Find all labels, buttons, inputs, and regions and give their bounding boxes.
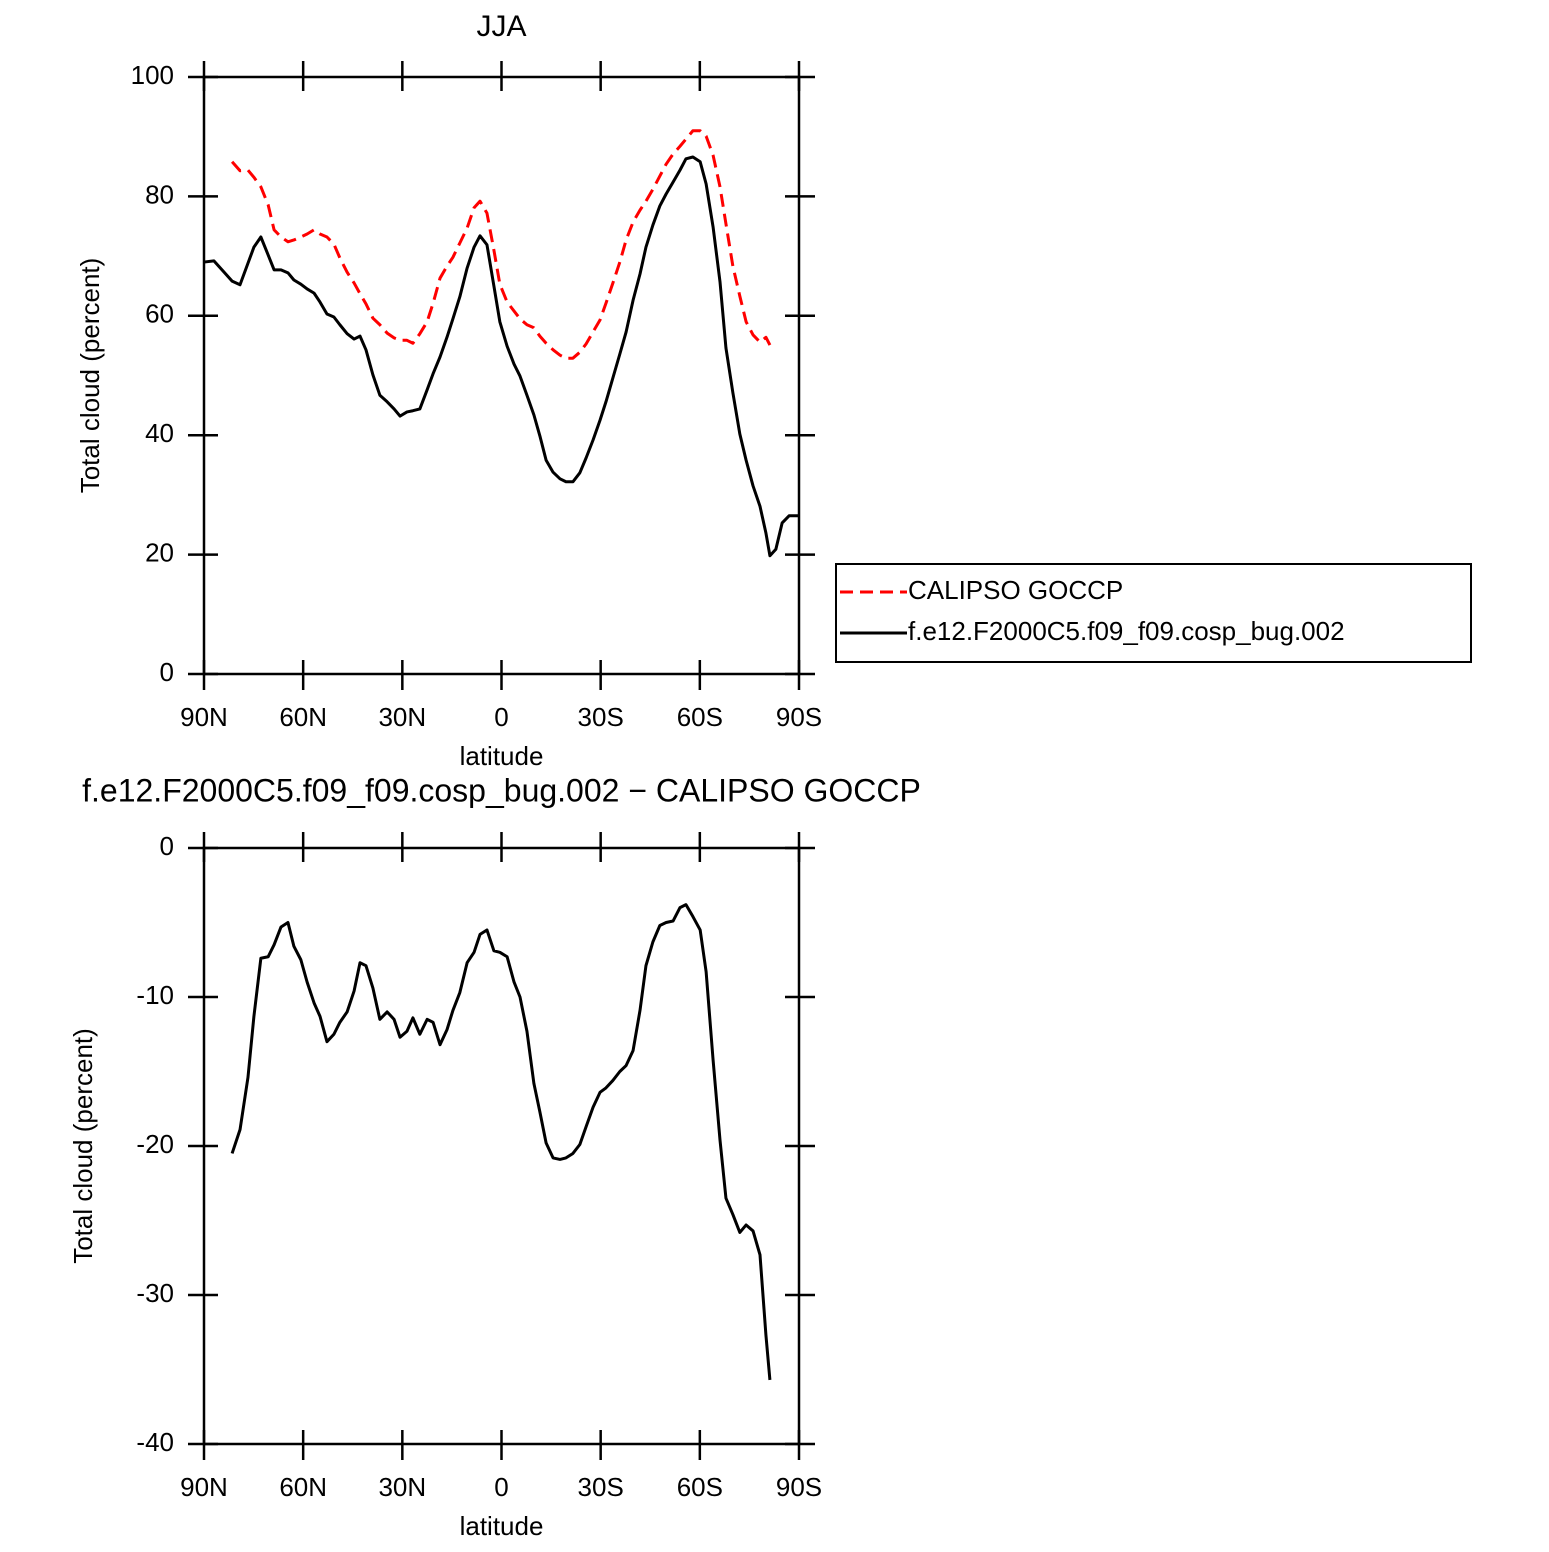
legend-label: f.e12.F2000C5.f09_f09.cosp_bug.002 bbox=[908, 616, 1345, 646]
y-tick-label: -30 bbox=[136, 1278, 174, 1308]
y-axis-label: Total cloud (percent) bbox=[75, 258, 105, 494]
y-tick-label: 20 bbox=[145, 537, 174, 567]
y-tick-label: 80 bbox=[145, 179, 174, 209]
legend-label: CALIPSO GOCCP bbox=[908, 575, 1123, 605]
x-tick-label: 30N bbox=[378, 1472, 426, 1502]
x-axis-label: latitude bbox=[460, 741, 544, 771]
y-tick-label: -40 bbox=[136, 1427, 174, 1457]
x-tick-label: 90N bbox=[180, 1472, 228, 1502]
x-tick-label: 60S bbox=[677, 702, 723, 732]
x-tick-label: 30S bbox=[578, 1472, 624, 1502]
x-tick-label: 0 bbox=[494, 702, 508, 732]
x-tick-label: 30S bbox=[578, 702, 624, 732]
x-tick-label: 90S bbox=[776, 702, 822, 732]
y-axis-label: Total cloud (percent) bbox=[68, 1028, 98, 1264]
x-tick-label: 90S bbox=[776, 1472, 822, 1502]
chart-title: f.e12.F2000C5.f09_f09.cosp_bug.002 − CAL… bbox=[82, 772, 921, 808]
legend-box bbox=[835, 563, 1472, 663]
y-tick-label: 60 bbox=[145, 299, 174, 329]
series-line bbox=[203, 155, 799, 558]
y-tick-label: -10 bbox=[136, 980, 174, 1010]
y-tick-label: 0 bbox=[160, 831, 174, 861]
x-tick-label: 90N bbox=[180, 702, 228, 732]
x-tick-label: 60N bbox=[279, 1472, 327, 1502]
x-tick-label: 60S bbox=[677, 1472, 723, 1502]
x-tick-label: 30N bbox=[378, 702, 426, 732]
x-tick-label: 60N bbox=[279, 702, 327, 732]
plot-frame bbox=[202, 846, 801, 1446]
y-tick-label: 100 bbox=[131, 60, 174, 90]
chart-title: JJA bbox=[476, 10, 526, 43]
x-axis-label: latitude bbox=[460, 1511, 544, 1541]
y-tick-label: 0 bbox=[160, 657, 174, 687]
plot-frame bbox=[202, 75, 801, 676]
x-tick-label: 0 bbox=[494, 1472, 508, 1502]
series-line bbox=[230, 129, 772, 360]
y-tick-label: 40 bbox=[145, 418, 174, 448]
y-tick-label: -20 bbox=[136, 1129, 174, 1159]
series-line bbox=[230, 903, 772, 1381]
